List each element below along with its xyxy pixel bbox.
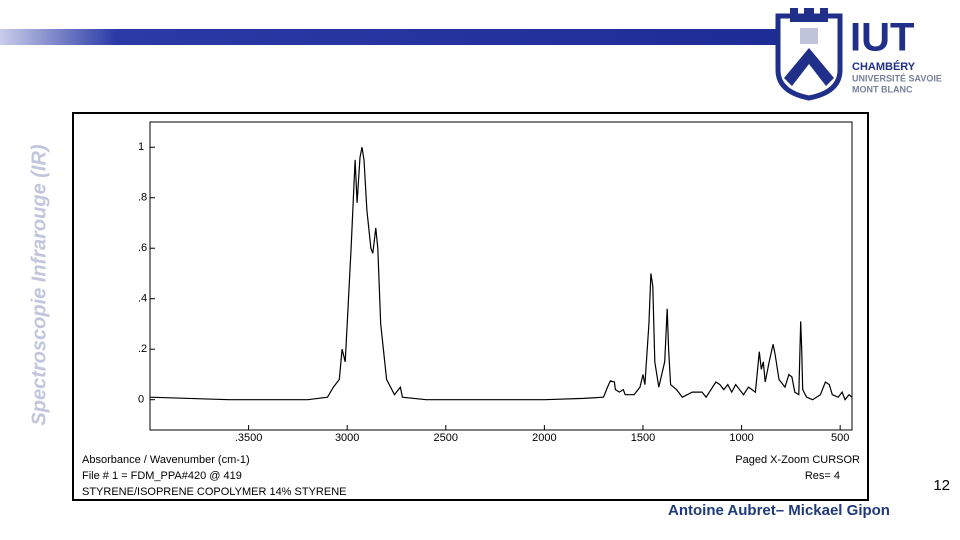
logo-crown xyxy=(790,8,828,22)
logo-name: IUT xyxy=(850,16,914,60)
side-title: Spectroscopie Infrarouge (IR) xyxy=(28,144,50,425)
x-tick-label: 1000 xyxy=(729,432,753,444)
y-tick-label: 0 xyxy=(138,394,144,406)
logo-chevron xyxy=(784,48,834,86)
y-tick-label: .4 xyxy=(138,293,147,305)
logo-mark xyxy=(800,28,818,44)
logo-line: UNIVERSITÉ SAVOIE xyxy=(852,73,942,83)
logo: IUT CHAMBÉRY UNIVERSITÉ SAVOIE MONT BLAN… xyxy=(775,8,942,101)
plot-area xyxy=(149,121,853,431)
x-tick-label: 3000 xyxy=(335,432,359,444)
header-bar xyxy=(0,29,776,45)
x-tick-label: .3500 xyxy=(235,432,263,444)
x-tick-label: 500 xyxy=(831,432,849,444)
chart-frame xyxy=(72,112,869,501)
x-tick-label: 1500 xyxy=(631,432,655,444)
y-tick-label: .2 xyxy=(138,343,147,355)
spectrum-line xyxy=(149,147,853,401)
caption: Paged X-Zoom CURSOR xyxy=(735,454,860,466)
x-tick-label: 2000 xyxy=(532,432,556,444)
logo-shield xyxy=(775,13,843,101)
y-tick-label: .6 xyxy=(138,242,147,254)
y-tick-label: 1 xyxy=(138,141,144,153)
caption: Absorbance / Wavenumber (cm-1) xyxy=(82,454,250,466)
caption: Res= 4 xyxy=(805,470,840,482)
caption: File # 1 = FDM_PPA#420 @ 419 xyxy=(82,470,242,482)
logo-line: CHAMBÉRY xyxy=(852,60,916,73)
page-number: 12 xyxy=(933,477,950,494)
logo-line: MONT BLANC xyxy=(852,84,913,94)
authors: Antoine Aubret– Mickael Gipon xyxy=(668,502,890,519)
y-tick-label: .8 xyxy=(138,192,147,204)
x-tick-label: 2500 xyxy=(434,432,458,444)
caption: STYRENE/ISOPRENE COPOLYMER 14% STYRENE xyxy=(82,486,346,498)
